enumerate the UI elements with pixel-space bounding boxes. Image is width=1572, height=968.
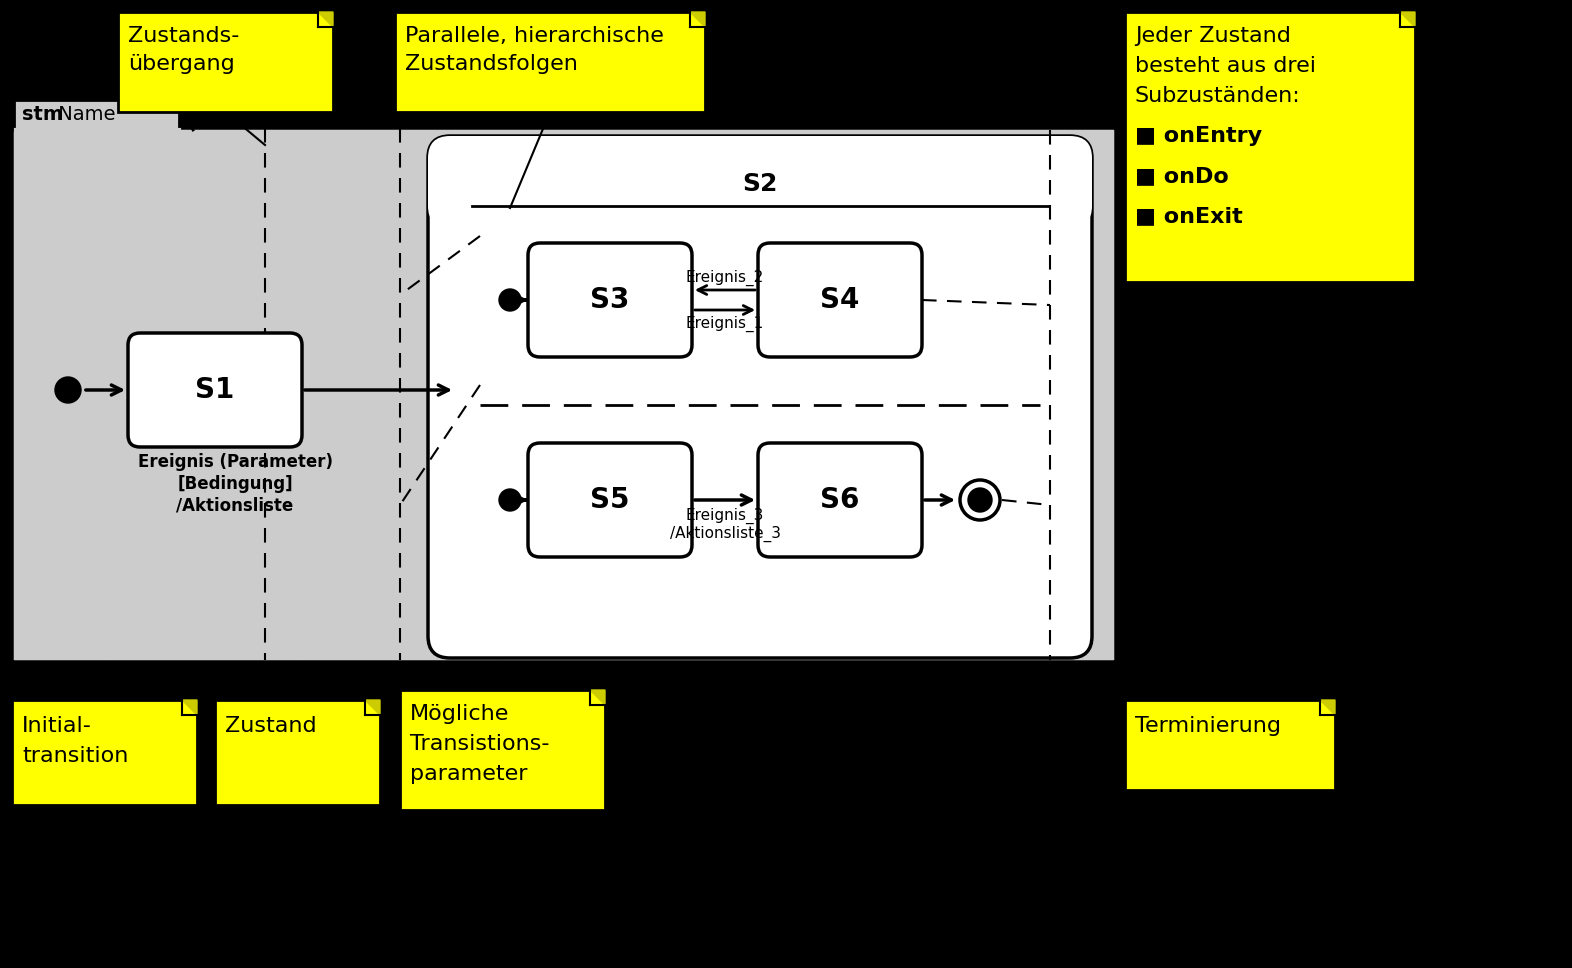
FancyBboxPatch shape xyxy=(528,243,692,357)
FancyBboxPatch shape xyxy=(118,12,333,112)
Text: ■ onExit: ■ onExit xyxy=(1135,206,1243,226)
Text: Subzuständen:: Subzuständen: xyxy=(1135,86,1300,106)
Circle shape xyxy=(55,377,82,403)
Polygon shape xyxy=(365,700,380,715)
FancyBboxPatch shape xyxy=(758,443,923,557)
FancyBboxPatch shape xyxy=(1126,12,1415,282)
FancyBboxPatch shape xyxy=(127,333,302,447)
Text: Initial-: Initial- xyxy=(22,716,91,736)
Text: S6: S6 xyxy=(821,486,860,514)
FancyBboxPatch shape xyxy=(428,136,1093,658)
Text: Ereignis_3: Ereignis_3 xyxy=(685,508,764,525)
Text: Mögliche: Mögliche xyxy=(410,704,509,724)
FancyBboxPatch shape xyxy=(215,700,380,805)
Text: stm: stm xyxy=(22,106,63,125)
Text: parameter: parameter xyxy=(410,764,528,784)
Text: S5: S5 xyxy=(590,486,630,514)
Text: Name: Name xyxy=(52,106,115,125)
FancyBboxPatch shape xyxy=(528,443,692,557)
Polygon shape xyxy=(1401,12,1415,27)
Text: transition: transition xyxy=(22,746,129,766)
Text: Zustandsfolgen: Zustandsfolgen xyxy=(406,54,578,74)
Text: /Aktionsliste: /Aktionsliste xyxy=(176,497,294,515)
Circle shape xyxy=(960,480,1000,520)
Text: [Bedingung]: [Bedingung] xyxy=(178,475,292,493)
Text: Ereignis_2: Ereignis_2 xyxy=(685,270,764,286)
Circle shape xyxy=(498,489,520,511)
FancyBboxPatch shape xyxy=(13,128,1116,662)
Text: /Aktionsliste_3: /Aktionsliste_3 xyxy=(670,526,781,542)
FancyBboxPatch shape xyxy=(14,100,179,130)
Polygon shape xyxy=(318,12,333,27)
Text: S4: S4 xyxy=(821,286,860,314)
Text: S1: S1 xyxy=(195,376,234,404)
Polygon shape xyxy=(590,690,605,705)
Circle shape xyxy=(498,289,520,311)
Text: Ereignis (Parameter): Ereignis (Parameter) xyxy=(137,453,333,471)
Polygon shape xyxy=(690,12,704,27)
Circle shape xyxy=(968,488,992,512)
Text: Transistions-: Transistions- xyxy=(410,734,550,754)
Text: S2: S2 xyxy=(742,172,778,196)
FancyBboxPatch shape xyxy=(758,243,923,357)
Text: Terminierung: Terminierung xyxy=(1135,716,1281,736)
Text: ■ onEntry: ■ onEntry xyxy=(1135,126,1262,146)
Text: Ereignis_1: Ereignis_1 xyxy=(685,316,764,332)
Text: besteht aus drei: besteht aus drei xyxy=(1135,56,1316,76)
Text: Parallele, hierarchische: Parallele, hierarchische xyxy=(406,26,663,46)
FancyBboxPatch shape xyxy=(399,690,605,810)
FancyBboxPatch shape xyxy=(1126,700,1335,790)
FancyBboxPatch shape xyxy=(428,136,1093,228)
FancyBboxPatch shape xyxy=(395,12,704,112)
FancyBboxPatch shape xyxy=(13,700,196,805)
Text: Jeder Zustand: Jeder Zustand xyxy=(1135,26,1291,46)
Text: übergang: übergang xyxy=(127,54,234,74)
Polygon shape xyxy=(182,700,196,715)
Text: Zustand: Zustand xyxy=(225,716,316,736)
Text: S3: S3 xyxy=(591,286,630,314)
Polygon shape xyxy=(1320,700,1335,715)
Text: Zustands-: Zustands- xyxy=(127,26,239,46)
Text: ■ onDo: ■ onDo xyxy=(1135,166,1229,186)
